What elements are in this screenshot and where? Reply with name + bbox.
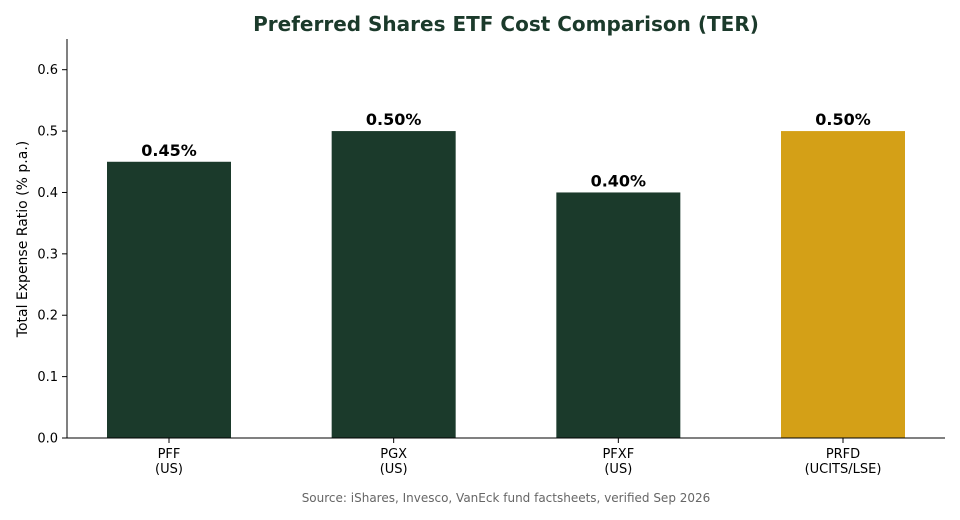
y-axis: 0.0 0.1 0.2 0.3 0.4 0.5 0.6 (37, 63, 67, 447)
y-tick-label: 0.5 (37, 125, 58, 140)
x-tick-label: (UCITS/LSE) (805, 462, 882, 477)
x-tick-label: (US) (380, 462, 408, 477)
bar-pgx (331, 131, 456, 439)
y-tick-label: 0.3 (37, 247, 58, 262)
bar-value-label: 0.50% (815, 110, 871, 129)
y-tick-label: 0.2 (37, 309, 58, 324)
y-tick-label: 0.6 (37, 63, 58, 78)
x-tick-label: (US) (155, 462, 183, 477)
bar-value-label: 0.40% (591, 171, 647, 190)
source-note: Source: iShares, Invesco, VanEck fund fa… (302, 491, 711, 505)
bar-pff (107, 161, 231, 438)
x-tick-label: PGX (380, 447, 407, 462)
x-tick-label: PRFD (826, 447, 860, 462)
x-tick-label: PFF (158, 447, 181, 462)
y-axis-label: Total Expense Ratio (% p.a.) (15, 141, 31, 338)
x-tick-label: PFXF (602, 447, 634, 462)
bars-group: 0.45% 0.50% 0.40% 0.50% (107, 110, 905, 439)
bar-pfxf (556, 192, 681, 438)
x-axis: PFF(US)PGX(US)PFXF(US)PRFD(UCITS/LSE) (155, 438, 881, 477)
bar-value-label: 0.50% (366, 110, 422, 129)
chart-title: Preferred Shares ETF Cost Comparison (TE… (253, 12, 759, 36)
x-tick-label: (US) (604, 462, 632, 477)
bar-prfd (781, 131, 905, 439)
y-tick-label: 0.1 (37, 370, 58, 385)
y-tick-label: 0.4 (37, 186, 58, 201)
bar-value-label: 0.45% (141, 141, 197, 160)
y-tick-label: 0.0 (37, 432, 58, 447)
